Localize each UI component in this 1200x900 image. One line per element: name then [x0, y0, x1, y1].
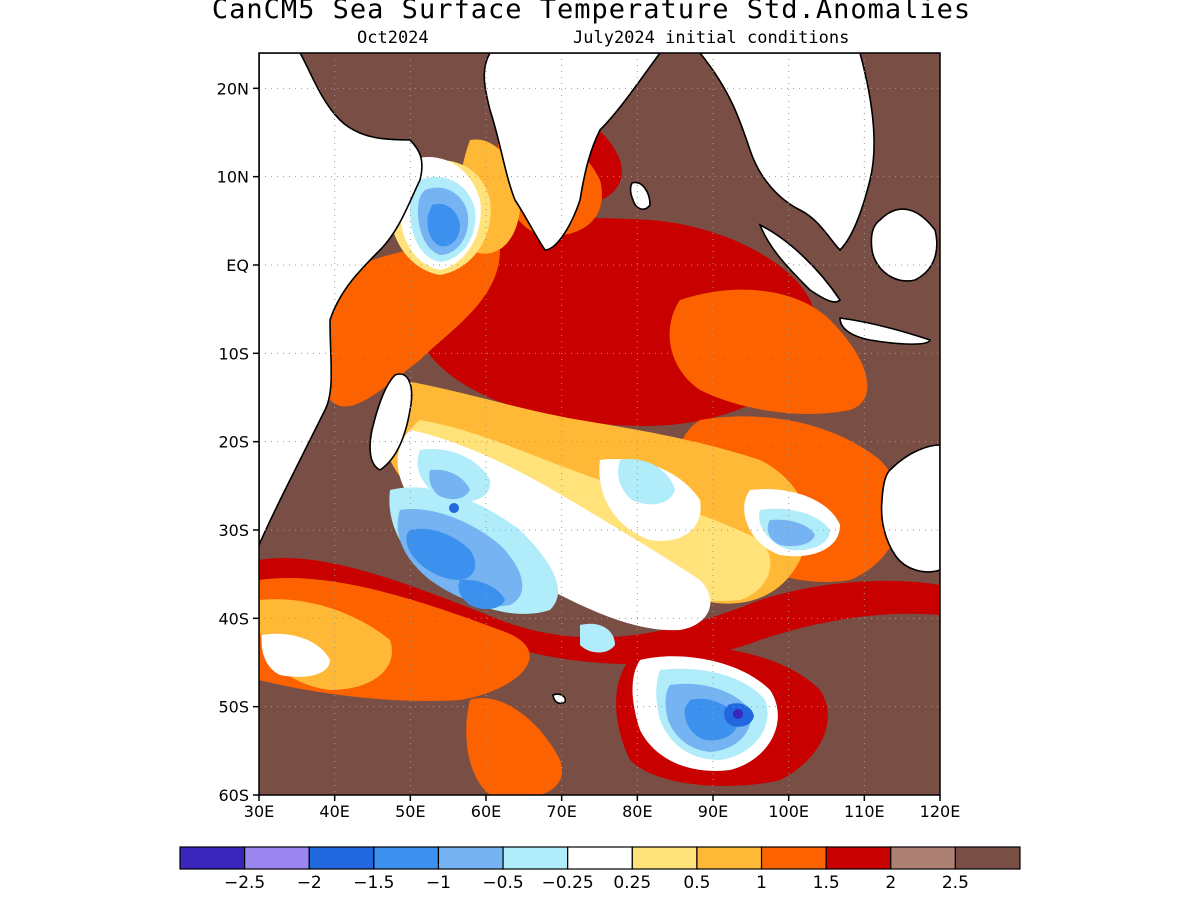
colorbar-label: −2.5	[224, 873, 265, 893]
colorbar-label: −2	[297, 873, 322, 893]
lon-tick-label: 100E	[768, 802, 809, 821]
sri-lanka-landmass	[629, 181, 651, 210]
southeast-asia-landmass	[698, 53, 875, 252]
land-masses	[259, 53, 940, 705]
map-grid	[259, 53, 940, 795]
colorbar-label: 2.5	[942, 873, 969, 893]
colorbar-swatch	[567, 846, 633, 870]
colorbar-label: −0.5	[482, 873, 523, 893]
india-landmass	[483, 53, 661, 251]
kerguelen-island	[552, 693, 567, 705]
colorbar-label: −0.25	[542, 873, 594, 893]
colorbar-label: −1	[426, 873, 451, 893]
forecast-month: Oct2024	[357, 28, 429, 48]
lon-tick-label: 90E	[698, 802, 728, 821]
lat-tick-label: 20N	[217, 79, 249, 98]
colorbar-swatch	[696, 846, 763, 870]
axis-ticks	[253, 87, 941, 801]
lon-tick-label: 120E	[920, 802, 961, 821]
map-title: CanCM5 Sea Surface Temperature Std.Anoma…	[211, 0, 972, 25]
colorbar-swatch	[308, 846, 375, 870]
lon-tick-label: 80E	[622, 802, 652, 821]
colorbar-label: 0.25	[613, 873, 651, 893]
colorbar-labels: −2.5 −2 −1.5 −1 −0.5 −0.25 0.25 0.5 1 1.5 2 2.5	[224, 873, 969, 893]
lat-tick-label: 10N	[217, 168, 249, 187]
anomaly-zone-blue	[406, 203, 738, 741]
colorbar-swatch	[502, 846, 569, 870]
colorbar-label: 1.5	[813, 873, 840, 893]
lon-tick-label: 40E	[319, 802, 349, 821]
longitude-labels: 30E 40E 50E 60E 70E 80E 90E 100E 110E 120E	[244, 802, 961, 821]
colorbar-swatch	[244, 846, 310, 870]
colorbar-swatch	[437, 846, 504, 870]
lat-tick-label: 20S	[218, 433, 249, 452]
lat-tick-label: 10S	[218, 344, 249, 363]
lon-tick-label: 30E	[244, 802, 274, 821]
anomaly-dark-core	[733, 709, 743, 719]
lat-tick-label: 40S	[218, 609, 249, 628]
lat-tick-label: 30S	[218, 521, 249, 540]
australia-landmass	[880, 444, 940, 573]
africa-landmass	[259, 53, 423, 546]
colorbar-swatch	[890, 846, 956, 870]
colorbar-label: 0.5	[683, 873, 710, 893]
borneo-landmass	[870, 208, 938, 282]
colorbar-swatch	[760, 846, 827, 870]
lon-tick-label: 70E	[546, 802, 576, 821]
colorbar-label: −1.5	[353, 873, 394, 893]
colorbar-swatch	[954, 846, 1021, 870]
sumatra-landmass	[758, 223, 842, 303]
lon-tick-label: 50E	[395, 802, 425, 821]
colorbar-swatch	[825, 846, 892, 870]
lat-tick-label: 60S	[218, 786, 249, 805]
plot-frame	[258, 52, 941, 796]
initial-conditions: July2024 initial conditions	[573, 28, 850, 48]
colorbar-swatch	[631, 846, 698, 870]
colorbar-swatch	[179, 846, 246, 870]
colorbar-label: 1	[756, 873, 767, 893]
lat-tick-label: 50S	[218, 698, 249, 717]
colorbar-label: 2	[885, 873, 896, 893]
colorbar-swatch	[373, 846, 440, 870]
colorbar	[179, 846, 1021, 870]
madagascar-landmass	[369, 373, 413, 471]
lat-tick-label: EQ	[226, 256, 249, 275]
lon-tick-label: 110E	[844, 802, 885, 821]
latitude-labels: 20N 10N EQ 10S 20S 30S 40S 50S 60S	[217, 79, 249, 805]
java-landmass	[839, 317, 932, 345]
lon-tick-label: 60E	[471, 802, 501, 821]
